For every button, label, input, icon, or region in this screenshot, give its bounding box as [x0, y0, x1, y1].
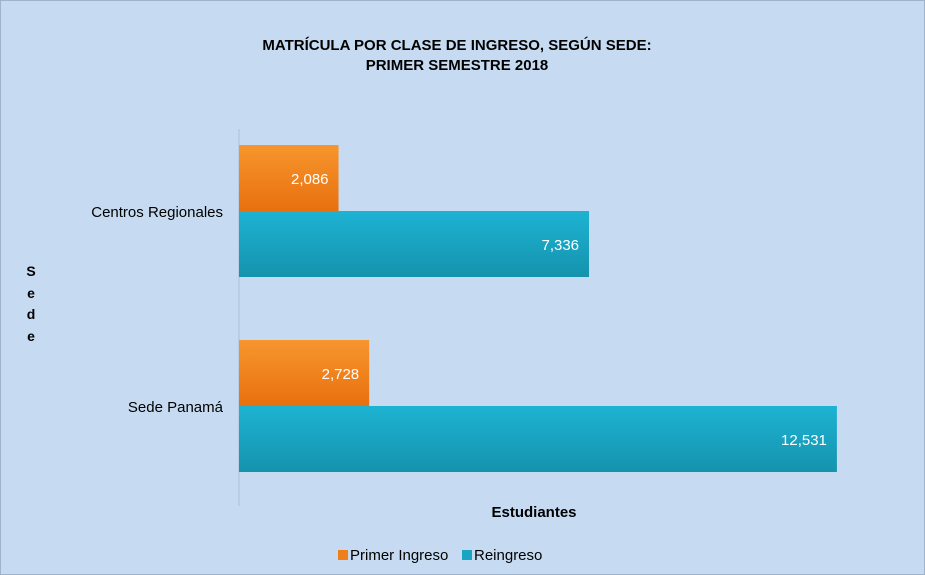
- legend-label: Reingreso: [474, 547, 542, 564]
- y-tick-label: Sede Panamá: [128, 399, 224, 416]
- bar: [239, 406, 837, 472]
- x-axis-label: Estudiantes: [491, 504, 576, 521]
- bar: [239, 211, 590, 277]
- data-label: 2,728: [322, 366, 360, 383]
- y-axis-label: Sede: [26, 263, 36, 344]
- chart-title: PRIMER SEMESTRE 2018: [366, 57, 549, 74]
- y-tick-label: Centros Regionales: [91, 204, 223, 221]
- bar: [239, 145, 339, 211]
- chart-title: MATRÍCULA POR CLASE DE INGRESO, SEGÚN SE…: [262, 36, 651, 54]
- legend-swatch: [338, 550, 348, 560]
- data-label: 12,531: [781, 432, 827, 449]
- bar: [239, 340, 370, 406]
- data-label: 7,336: [541, 237, 579, 254]
- data-label: 2,086: [291, 171, 329, 188]
- legend-swatch: [462, 550, 472, 560]
- legend-label: Primer Ingreso: [350, 547, 448, 564]
